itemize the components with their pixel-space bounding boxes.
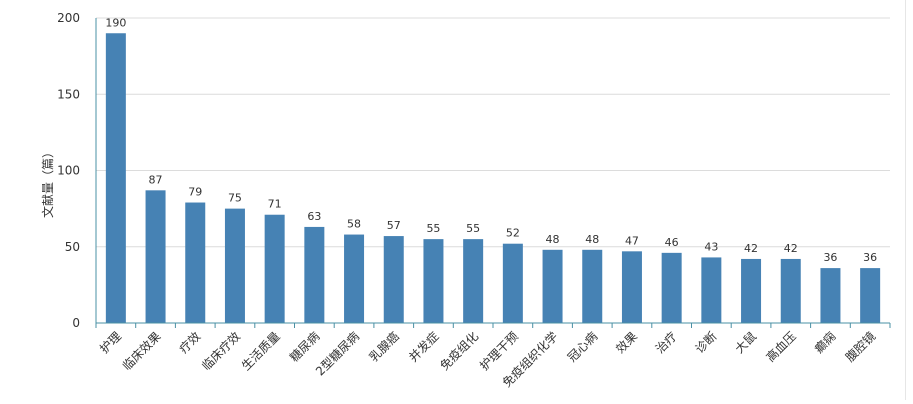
x-tick-label: 并发症 [405, 329, 441, 365]
data-label: 63 [307, 210, 321, 223]
x-tick-label: 癫痫 [811, 329, 839, 357]
x-tick-label: 生活质量 [239, 329, 283, 373]
x-tick-label: 临床效果 [119, 329, 164, 374]
bar-7 [344, 234, 365, 323]
x-tick-label: 诊断 [692, 329, 720, 357]
bar-14 [621, 251, 642, 323]
bar-8 [383, 236, 404, 323]
right-edge-strip [905, 0, 913, 400]
y-tick-labels: 0 50 100 150 200 [57, 11, 80, 330]
bar-1 [105, 33, 126, 323]
bars [105, 33, 881, 323]
bar-6 [304, 226, 325, 323]
x-tick-label: 免疫组化 [437, 329, 482, 374]
bar-15 [661, 252, 682, 323]
bar-17 [741, 258, 762, 323]
data-label: 48 [546, 233, 560, 246]
y-tick-label: 200 [57, 11, 80, 25]
data-label: 46 [665, 236, 679, 249]
y-tick-label: 0 [72, 316, 80, 330]
bar-11 [502, 243, 523, 323]
data-label: 57 [387, 219, 401, 232]
data-labels: 190 87 79 75 71 63 58 57 55 55 52 48 48 47 46 43 42 42 36 3… [105, 16, 877, 264]
data-label: 47 [625, 234, 639, 247]
y-tick-label: 150 [57, 87, 80, 101]
x-tick-label: 大鼠 [732, 329, 759, 356]
x-tick-label: 糖尿病 [286, 329, 322, 365]
bar-4 [224, 208, 245, 323]
x-tick-label: 冠心病 [564, 329, 600, 365]
bar-2 [145, 190, 166, 323]
grid-lines [96, 17, 890, 248]
bar-20 [860, 268, 881, 323]
bar-19 [820, 268, 841, 323]
x-tick-label: 腹腔镜 [842, 329, 878, 365]
bar-10 [463, 239, 484, 323]
data-label: 42 [744, 242, 758, 255]
data-label: 79 [188, 186, 202, 199]
bar-18 [780, 258, 801, 323]
bar-9 [423, 239, 444, 323]
y-tick-label: 50 [65, 240, 80, 254]
y-axis-label: 文献量（篇） [40, 146, 55, 218]
y-tick-label: 100 [57, 164, 80, 178]
bar-3 [185, 202, 206, 323]
data-label: 87 [149, 173, 163, 186]
x-tick-label: 效果 [612, 329, 640, 357]
data-label: 55 [426, 222, 440, 235]
x-tick-label: 2型糖尿病 [312, 329, 362, 379]
data-label: 36 [863, 251, 877, 264]
bar-16 [701, 257, 722, 323]
data-label: 36 [823, 251, 837, 264]
bar-12 [542, 249, 563, 323]
data-label: 43 [704, 240, 718, 253]
data-label: 75 [228, 192, 242, 205]
axes [95, 18, 891, 328]
data-label: 48 [585, 233, 599, 246]
data-label: 190 [105, 16, 126, 29]
data-label: 58 [347, 218, 361, 231]
x-tick-label: 疗效 [176, 329, 204, 357]
data-label: 42 [784, 242, 798, 255]
x-tick-label: 护理 [97, 329, 124, 356]
x-tick-label: 治疗 [653, 329, 680, 356]
data-label: 55 [466, 222, 480, 235]
x-tick-label: 高血压 [763, 329, 799, 365]
x-tick-label: 临床疗效 [199, 329, 244, 374]
bar-13 [582, 249, 603, 323]
bar-5 [264, 214, 285, 323]
data-label: 52 [506, 227, 520, 240]
data-label: 71 [268, 198, 282, 211]
x-tick-label: 乳腺癌 [366, 329, 402, 365]
